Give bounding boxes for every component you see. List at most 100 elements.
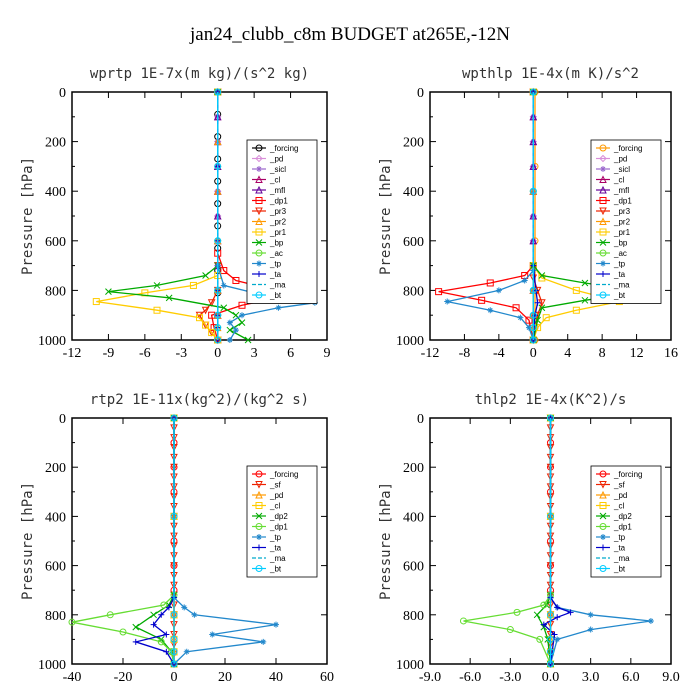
panel-4: thlp2 1E-4x(K^2)/s Pressure [hPa] -9.0 -6.0… [378,392,680,685]
data-point [536,635,544,643]
data-point [529,187,537,195]
y-tick-label: 600 [45,560,66,575]
data-point [226,337,233,343]
legend-marker [599,481,607,489]
data-point [226,319,233,326]
legend-marker [255,228,263,236]
legend-entry: _pd [269,491,283,500]
x-tick-label: 0.0 [542,670,560,685]
series-dp1 [68,414,178,668]
legend-marker [255,197,263,204]
legend-entry: _tp [613,533,626,542]
legend-marker [255,502,263,509]
legend: _forcing _pd_sicl _cl_mfl _dp1_pr3 _pr2_pr1 _… [246,139,318,304]
legend-entry: _ta [269,270,282,279]
y-axis-label: Pressure [hPa] [378,482,394,600]
legend-entry: _dp1 [613,197,632,206]
y-tick-label: 0 [417,86,424,101]
series-bt [547,414,554,668]
legend-marker [255,239,263,246]
y-tick-label: 400 [45,185,66,200]
legend-entry: _sicl [613,165,630,174]
legend-marker [599,144,607,152]
legend-entry: _pr3 [269,207,287,216]
data-point [238,301,246,309]
data-point [170,660,178,668]
series-bp [105,88,252,344]
data-point [513,608,521,616]
x-tick-label: -3.0 [499,670,521,685]
panel-title: thlp2 1E-4x(K^2)/s [475,392,627,408]
data-point [238,319,246,326]
legend-marker [255,565,263,572]
legend-entry: _pr3 [613,207,631,216]
legend-marker [599,175,607,183]
data-point [220,304,228,312]
data-point [214,88,222,96]
panel-1: wprtp 1E-7x(m kg)/(s^2 kg) Pressure [hPa]… [20,66,331,361]
series-dp1 [459,414,554,668]
legend-marker [255,154,263,163]
legend-entry: _dp1 [269,523,288,532]
x-tick-label: -4 [493,346,505,361]
data-point [170,414,178,422]
x-tick-label: -20 [114,670,133,685]
data-point [260,638,267,645]
x-tick-label: 60 [320,670,334,685]
data-point [170,611,178,619]
legend-marker [255,291,263,299]
legend-entry: _pr2 [269,218,287,227]
data-point [106,611,114,619]
y-axis-label: Pressure [hPa] [20,482,36,600]
y-tick-label: 200 [45,461,66,476]
series-line [96,92,219,341]
legend-entry: _tp [269,533,282,542]
data-point [525,324,532,331]
panel-title: rtp2 1E-11x(kg^2)/(kg^2 s) [90,392,309,408]
data-point [214,237,222,245]
series-line [108,92,249,341]
y-tick-label: 0 [59,412,66,427]
y-tick-label: 0 [59,86,66,101]
x-tick-label: 9.0 [662,670,680,685]
series-dp2 [132,414,178,668]
data-point [542,314,550,322]
y-tick-label: 400 [403,185,424,200]
data-point [214,286,222,294]
legend-marker [599,512,607,520]
data-point [132,623,140,631]
legend-marker [255,249,263,257]
data-point [196,314,203,322]
series-line [217,92,316,341]
data-point [165,294,173,302]
legend-marker [600,166,606,172]
legend-marker [599,470,607,478]
x-tick-label: 3 [251,346,258,361]
data-point [68,618,76,626]
x-tick-label: 20 [218,670,232,685]
legend-marker [600,534,606,540]
data-point [119,628,127,636]
series-bt [529,88,537,344]
data-point [547,512,554,520]
data-point [150,621,157,628]
y-tick-label: 800 [45,284,66,299]
y-tick-label: 1000 [396,334,424,349]
x-tick-label: 0 [214,346,221,361]
legend-entry: _pr1 [269,228,287,237]
data-point [132,638,139,645]
data-point [529,311,537,319]
legend-marker [599,249,607,257]
x-tick-label: -9.0 [419,670,441,685]
data-point [572,306,580,314]
series-line [133,418,175,665]
legend-marker [256,271,262,277]
legend-entry: _bt [269,565,282,574]
legend-entry: _dp2 [269,512,288,521]
data-point [214,311,222,319]
legend-entry: _ta [269,544,282,553]
data-point [547,660,554,668]
data-point [581,279,589,287]
x-tick-label: -8 [459,346,471,361]
legend: _forcing _sf_pd _cl_dp2 _dp1_tp _ta_ma _bt [590,465,662,578]
